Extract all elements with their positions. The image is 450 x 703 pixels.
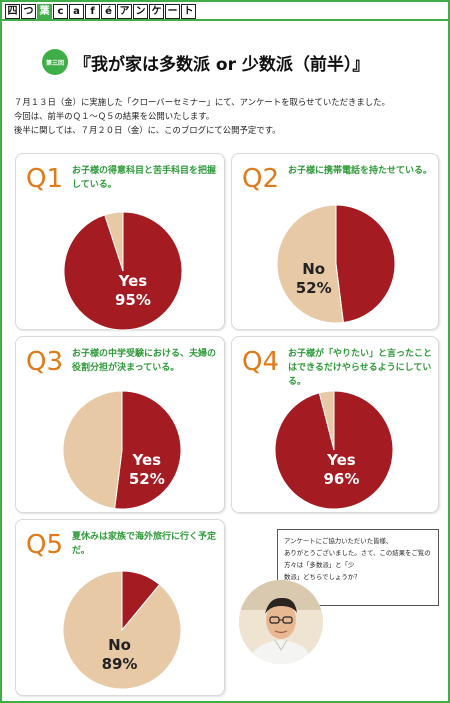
pie-label-name: Yes xyxy=(118,272,148,290)
logo-tile: é xyxy=(101,4,116,19)
question-card-q2: Q2 お子様に携帯電話を持たせている。 No 52% xyxy=(231,153,439,330)
pie-label-name: Yes xyxy=(132,451,162,469)
pie-slice-beige xyxy=(62,570,182,690)
question-number: Q3 xyxy=(26,347,64,377)
question-card-q1: Q1 お子様の得意科目と苦手科目を把握している。 Yes 95% xyxy=(15,153,225,331)
pie-label-percent: 89% xyxy=(102,655,138,673)
bubble-line: 数派」どちらでしょうか？ xyxy=(284,573,361,581)
intro-line: ７月１３日（金）に実施した「クローバーセミナー」にて、アンケートを取らせていただ… xyxy=(14,97,390,107)
question-number: Q1 xyxy=(26,164,64,194)
logo-tile: a xyxy=(69,4,84,19)
question-card-q5: Q5 夏休みは家族で海外旅行に行く予定だ。 No 89% xyxy=(15,519,225,696)
logo-tile: ト xyxy=(181,4,196,19)
pie-label-percent: 95% xyxy=(115,291,151,309)
pie-slice-beige xyxy=(276,204,344,324)
logo-tile: ン xyxy=(133,4,148,19)
question-card-q3: Q3 お子様の中学受験における、夫婦の役割分担が決まっている。 Yes 52% xyxy=(15,336,225,513)
presenter-photo xyxy=(239,580,323,664)
question-text: お子様が「やりたい」と言ったことはできるだけやらせるようにしている。 xyxy=(288,349,433,387)
logo-tile: c xyxy=(53,4,68,19)
pie-label-percent: 96% xyxy=(323,470,359,488)
pie-slice-red xyxy=(335,204,396,324)
logo-tile: 葉 xyxy=(37,4,52,19)
intro-line: 今回は、前半のＱ１～Ｑ５の結果を公開いたします。 xyxy=(14,111,215,121)
presenter-illustration xyxy=(239,580,323,664)
question-text: お子様に携帯電話を持たせている。 xyxy=(288,166,433,176)
speech-bubble: アンケートにご協力いただいた皆様、 ありがとうございました。さて、この結果をご覧… xyxy=(277,529,439,606)
pie-label-name: Yes xyxy=(326,451,356,469)
question-text: 夏休みは家族で海外旅行に行く予定だ。 xyxy=(72,532,217,556)
pie-slice-beige xyxy=(318,390,335,451)
logo-tile: ケ xyxy=(149,4,164,19)
episode-badge: 第三回 xyxy=(42,49,68,75)
pie-label-percent: 52% xyxy=(129,470,165,488)
pie-label-name: No xyxy=(108,636,131,654)
pie-slice-red xyxy=(63,211,183,331)
question-text: お子様の中学受験における、夫婦の役割分担が決まっている。 xyxy=(72,349,217,373)
logo-tile: f xyxy=(85,4,100,19)
pie-label-percent: 52% xyxy=(296,279,332,297)
logo-tile: つ xyxy=(21,4,36,19)
article-title-row: 第三回 『我が家は多数派 or 少数派（前半）』 xyxy=(42,48,442,76)
question-number: Q2 xyxy=(242,164,280,194)
pie-slice-beige xyxy=(62,390,123,510)
question-number: Q4 xyxy=(242,347,280,377)
logo-tile: ー xyxy=(165,4,180,19)
question-card-q4: Q4 お子様が「やりたい」と言ったことはできるだけやらせるようにしている。 Ye… xyxy=(231,336,439,513)
question-text: お子様の得意科目と苦手科目を把握している。 xyxy=(72,166,217,190)
pie-slice-beige xyxy=(104,211,124,272)
intro-line: 後半に関しては、７月２０日（金）に、このブログにて公開予定です。 xyxy=(14,125,281,135)
page-title: 『我が家は多数派 or 少数派（前半）』 xyxy=(74,54,370,75)
intro-text: ７月１３日（金）に実施した「クローバーセミナー」にて、アンケートを取らせていただ… xyxy=(14,95,444,137)
bubble-line: ありがとうございました。さて、この結果をご覧の方々は「多数派」と「少 xyxy=(284,549,431,569)
logo-tile: ア xyxy=(117,4,132,19)
pie-label-name: No xyxy=(302,260,325,278)
question-number: Q5 xyxy=(26,530,64,560)
bubble-line: アンケートにご協力いただいた皆様、 xyxy=(284,537,393,545)
pie-slice-red xyxy=(114,390,182,510)
logo-tile: 四 xyxy=(5,4,20,19)
